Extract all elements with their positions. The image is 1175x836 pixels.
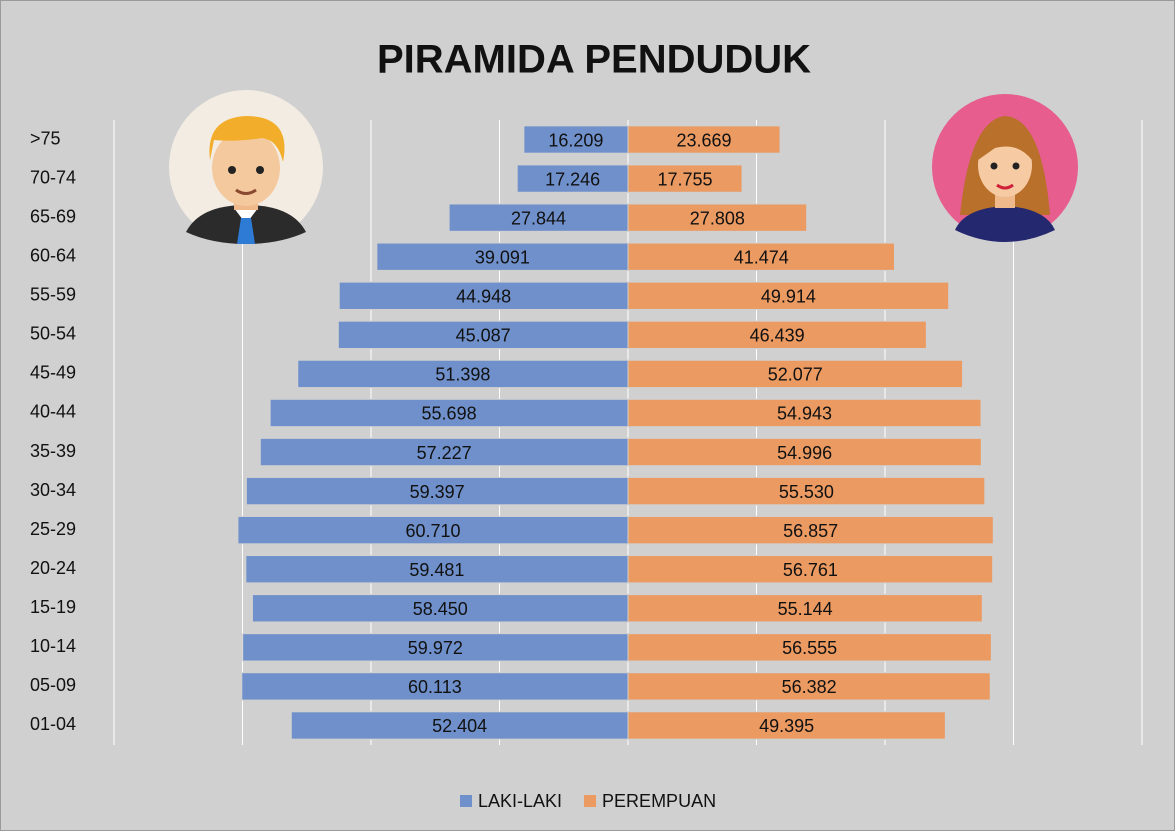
data-label: 39.091 [475,247,530,267]
male-icon [169,90,323,244]
y-tick-label: 70-74 [30,167,76,187]
data-label: 55.530 [779,482,834,502]
bar [241,672,629,701]
data-label: 41.474 [734,247,789,267]
bar [242,633,629,662]
bar [627,711,946,740]
bar [259,437,629,467]
bar [523,125,629,154]
y-tick-label: 30-34 [30,480,76,500]
chart-title: PIRAMIDA PENDUDUK [377,38,811,82]
y-tick-label: 15-19 [30,597,76,617]
bar [251,594,629,623]
data-label: 16.209 [548,130,603,150]
y-tick-label: 45-49 [30,363,76,383]
legend-swatch [460,795,472,807]
female-icon [932,94,1078,242]
bar [627,242,895,271]
data-label: 52.404 [432,716,487,736]
y-tick-label: 60-64 [30,245,76,265]
bar [627,164,743,193]
data-label: 56.555 [782,638,837,658]
data-label: 56.857 [783,521,838,541]
legend-label: LAKI-LAKI [478,791,562,811]
data-label: 17.246 [545,169,600,189]
y-tick-label: 20-24 [30,558,76,578]
data-label: 17.755 [658,169,713,189]
bar [376,242,629,271]
bar [627,398,982,428]
bar [516,164,629,193]
data-label: 49.395 [759,716,814,736]
y-tick-label: 50-54 [30,324,76,344]
data-label: 57.227 [417,443,472,463]
data-label: 23.669 [677,130,732,150]
bar [237,515,629,545]
bar [627,476,986,506]
data-label: 51.398 [435,365,490,385]
bar [627,555,994,584]
bar [627,320,927,350]
data-label: 52.077 [768,365,823,385]
bar [338,281,629,310]
data-label: 60.113 [408,677,462,697]
bar [627,281,950,310]
data-label: 56.761 [783,560,838,580]
bar [627,203,808,232]
y-tick-label: 55-59 [30,285,76,305]
data-label: 49.914 [761,287,816,307]
bar [627,594,983,623]
y-tick-label: 65-69 [30,206,76,226]
data-label: 27.844 [511,208,566,228]
data-label: 55.144 [778,599,833,619]
data-label: 54.996 [777,443,832,463]
plot-area: >75 16.209 23.669 70-74 17.246 17.755 65-69 27.… [30,120,1143,745]
bar [245,555,629,584]
data-label: 27.808 [690,208,745,228]
legend-label: PEREMPUAN [602,791,716,811]
data-label: 58.450 [413,599,468,619]
data-label: 59.481 [409,560,464,580]
bar [627,359,964,389]
y-tick-label: 01-04 [30,714,76,734]
bar [337,320,629,350]
bar [245,476,629,506]
data-label: 44.948 [456,287,511,307]
y-tick-label: 40-44 [30,402,76,422]
data-label: 56.382 [782,677,837,697]
bar [627,672,991,701]
legend-swatch [584,795,597,807]
data-label: 45.087 [456,326,511,346]
bar [627,125,781,154]
bar [627,633,992,662]
y-tick-label: >75 [30,128,61,148]
data-label: 60.710 [405,521,460,541]
bar [269,398,629,428]
bar [627,515,994,545]
y-tick-label: 10-14 [30,636,76,656]
y-tick-label: 25-29 [30,519,76,539]
y-tick-label: 35-39 [30,441,76,461]
data-label: 46.439 [750,326,805,346]
data-label: 59.972 [408,638,463,658]
bar [627,437,982,467]
y-tick-label: 05-09 [30,675,76,695]
legend: LAKI-LAKI PEREMPUAN [460,791,716,811]
data-label: 59.397 [410,482,465,502]
data-label: 54.943 [777,404,832,424]
data-label: 55.698 [422,404,477,424]
